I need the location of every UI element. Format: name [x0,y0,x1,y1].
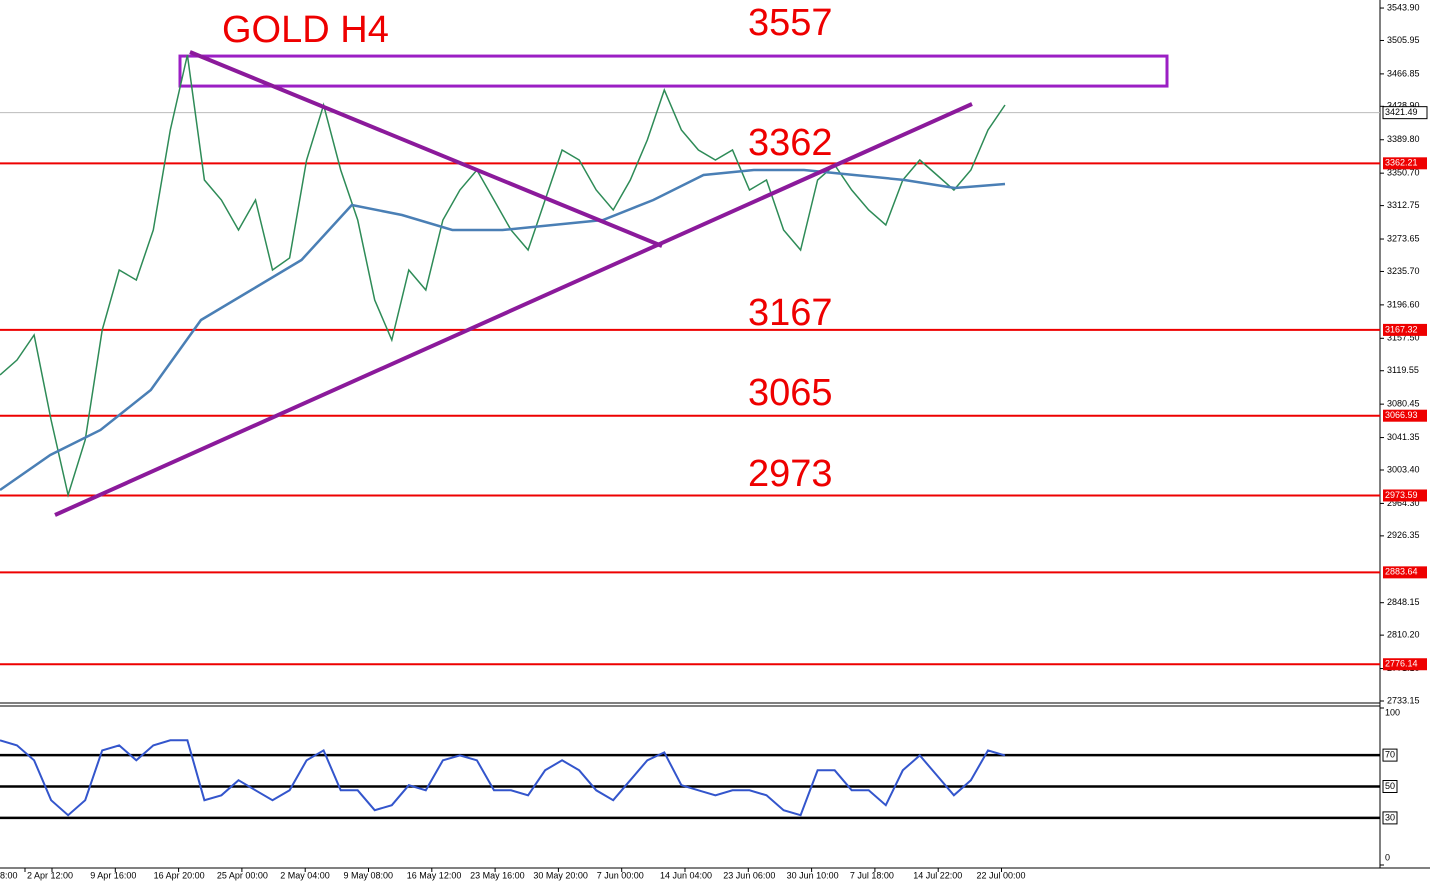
level-label: 2883.64 [1385,567,1418,577]
level-label: 3362.21 [1385,158,1418,168]
y-tick-label: 2926.35 [1387,530,1420,540]
y-tick-label: 3041.35 [1387,432,1420,442]
x-tick-label: 16 May 12:00 [407,870,462,880]
rsi-tick-label: 100 [1385,707,1400,717]
x-tick-label: 23 Jun 06:00 [723,870,775,880]
y-tick-label: 3235.70 [1387,266,1420,276]
y-tick-label: 3080.45 [1387,399,1420,409]
y-tick-label: 3273.65 [1387,233,1420,243]
annotation: 3362 [748,122,833,164]
x-tick-label: 16 Apr 20:00 [154,870,205,880]
level-label: 2776.14 [1385,659,1418,669]
x-tick-label: 25 Apr 00:00 [217,870,268,880]
y-tick-label: 2848.15 [1387,597,1420,607]
chart-title: GOLD H4 [222,9,389,51]
x-tick-label: 30 Jun 10:00 [787,870,839,880]
x-tick-label: 9 Apr 16:00 [90,870,136,880]
level-label-box [1383,157,1427,170]
annotation: 3167 [748,292,833,334]
x-tick-label: 7 Jul 18:00 [850,870,894,880]
y-tick-label: 3196.60 [1387,299,1420,309]
rsi-level-box [1382,748,1398,762]
y-tick-label: 3466.85 [1387,68,1420,78]
x-tick-label: 8:00 [0,870,18,880]
annotation: 3557 [748,2,833,44]
rsi-level-label: 30 [1385,812,1395,822]
rsi-line [0,739,1006,817]
x-tick-label: 9 May 08:00 [344,870,394,880]
ma-line [0,168,1006,492]
level-label: 2973.59 [1385,490,1418,500]
y-tick-label: 3312.75 [1387,200,1420,210]
x-tick-label: 22 Jul 00:00 [977,870,1026,880]
x-tick-label: 14 Jul 22:00 [913,870,962,880]
y-tick-label: 3428.90 [1387,101,1420,111]
rsi-level-box [1382,811,1398,825]
y-tick-label: 3157.50 [1387,333,1420,343]
level-label-box [1383,323,1427,336]
annotation: 3065 [748,372,833,414]
y-tick-label: 2810.20 [1387,630,1420,640]
level-label-box [1383,566,1427,579]
rsi-level-label: 70 [1385,749,1395,759]
current-price-label: 3421.49 [1385,107,1418,117]
y-tick-label: 2964.30 [1387,498,1420,508]
x-tick-label: 2 Apr 12:00 [27,870,73,880]
current-price-box [1382,106,1428,120]
y-tick-label: 3003.40 [1387,464,1420,474]
x-tick-label: 14 Jun 04:00 [660,870,712,880]
level-label: 3066.93 [1385,410,1418,420]
trendline [189,50,663,248]
y-tick-label: 3505.95 [1387,35,1420,45]
annotation: 2973 [748,453,833,495]
y-tick-label: 3119.55 [1387,365,1419,375]
rsi-tick-label: 0 [1385,852,1390,862]
y-tick-label: 2733.15 [1387,695,1420,705]
level-label-box [1383,489,1427,502]
x-tick-label: 23 May 16:00 [470,870,525,880]
x-tick-label: 2 May 04:00 [280,870,330,880]
rsi-level-box [1382,780,1398,793]
x-tick-label: 30 May 20:00 [533,870,588,880]
y-tick-label: 3389.80 [1387,134,1420,144]
y-tick-label: 3543.90 [1387,2,1420,12]
resistance-zone [178,54,1169,88]
x-tick-label: 7 Jun 00:00 [597,870,644,880]
level-label-box [1383,409,1427,422]
price-line [0,54,1006,498]
trendline [54,102,973,517]
level-label: 3167.32 [1385,324,1418,334]
rsi-level-label: 50 [1385,781,1395,791]
y-tick-label: 3350.70 [1387,168,1420,178]
level-label-box [1383,658,1427,671]
